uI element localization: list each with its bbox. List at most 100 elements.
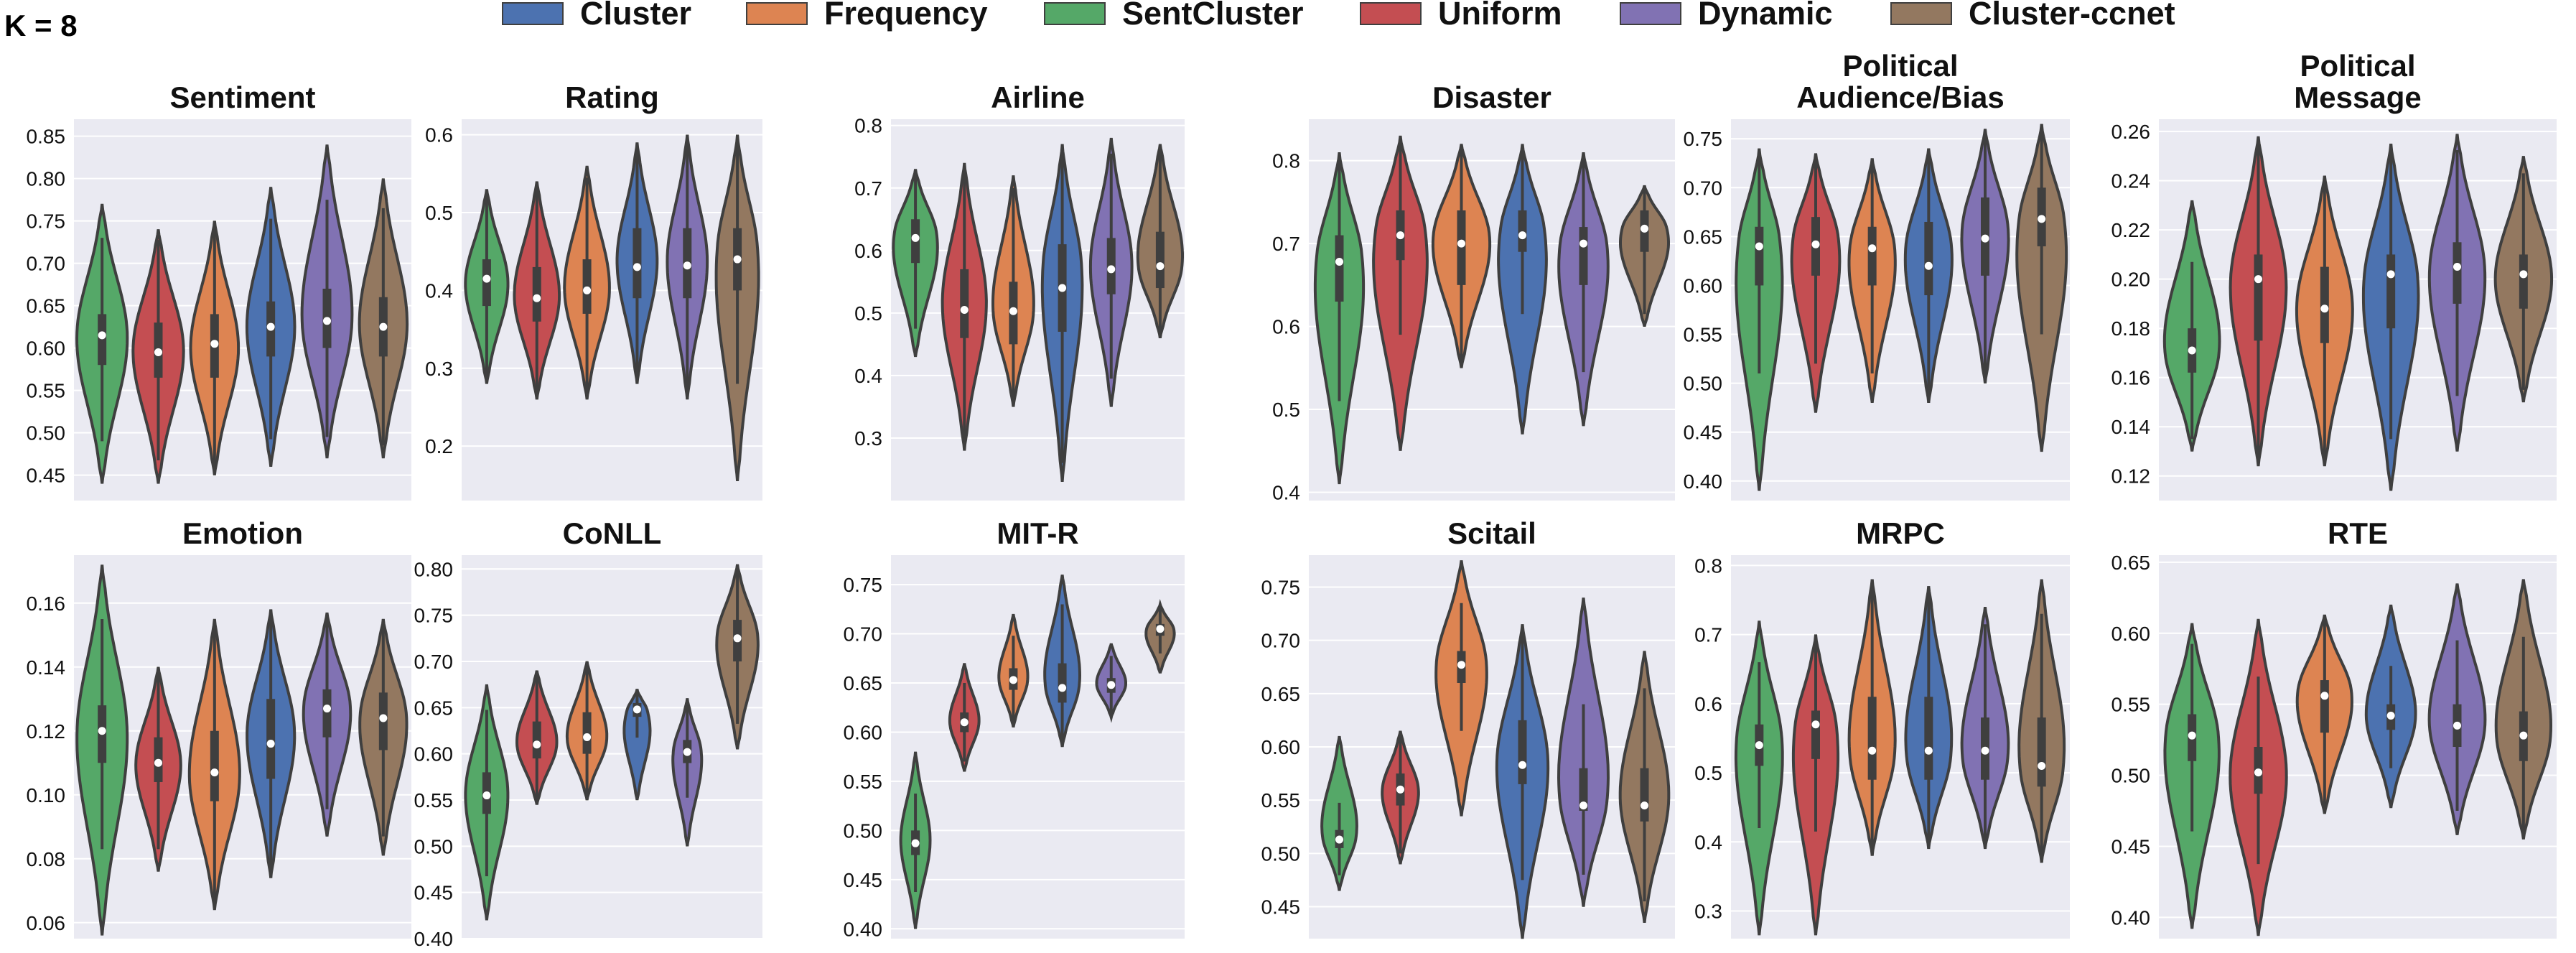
violin-dynamic [1960, 129, 2010, 383]
y-tick-label: 0.7 [854, 177, 882, 200]
violin-uniform [2229, 136, 2288, 467]
legend-swatch [502, 2, 564, 25]
y-tick-label: 0.70 [1261, 630, 1301, 652]
median-marker [1868, 244, 1877, 253]
y-tick-label: 0.50 [27, 422, 66, 445]
legend-item-frequency: Frequency [746, 0, 988, 32]
y-tick-label: 0.5 [1694, 762, 1722, 784]
median-marker [1457, 239, 1465, 248]
violin-uniform [1381, 730, 1420, 865]
median-marker [2320, 305, 2329, 313]
iqr-box [1155, 231, 1165, 289]
panel-disaster: 0.4 0.5 0.6 0.7 0.8 Disaster [1272, 80, 1675, 503]
y-tick-label: 0.55 [414, 789, 454, 812]
violin-cluster [246, 609, 297, 878]
y-tick-label: 0.55 [2111, 694, 2151, 716]
median-marker [1868, 746, 1877, 755]
median-marker [683, 748, 691, 756]
iqr-box [1640, 768, 1649, 822]
y-tick-label: 0.65 [1261, 683, 1301, 705]
median-marker [1811, 240, 1820, 248]
y-tick-label: 0.3 [425, 358, 453, 380]
violin-cluster [615, 142, 659, 384]
y-tick-label: 0.40 [844, 918, 883, 940]
y-tick-label: 0.8 [854, 115, 882, 137]
y-tick-label: 0.45 [1684, 422, 1723, 444]
panel-rating: 0.2 0.3 0.4 0.5 0.6 Rating [425, 80, 762, 501]
iqr-box [266, 699, 276, 779]
violin-uniform [1372, 135, 1429, 451]
median-marker [1641, 801, 1648, 810]
iqr-box [1867, 226, 1877, 286]
y-tick-label: 0.12 [2111, 465, 2151, 488]
violin-frequency [187, 618, 241, 911]
iqr-box [532, 721, 541, 759]
y-tick-label: 0.06 [27, 912, 66, 934]
y-tick-label: 0.65 [2111, 552, 2151, 574]
y-tick-label: 0.5 [854, 302, 882, 325]
median-marker [1518, 231, 1526, 240]
k-label: K = 8 [4, 9, 78, 42]
median-marker [210, 340, 219, 348]
violin-sentcluster [1734, 620, 1784, 936]
median-marker [379, 714, 388, 722]
iqr-box [1867, 697, 1877, 780]
panel-title: RTE [2328, 516, 2388, 550]
y-tick-label: 0.6 [1694, 693, 1722, 715]
median-marker [1396, 785, 1404, 794]
median-marker [1981, 746, 1989, 755]
median-marker [2386, 711, 2395, 720]
y-tick-label: 0.40 [1684, 470, 1723, 493]
panel-emotion: 0.06 0.08 0.10 0.12 0.14 0.16 Emotion [27, 516, 411, 939]
iqr-box [2037, 717, 2046, 787]
violin-dynamic [666, 134, 709, 400]
median-marker [379, 322, 388, 331]
panel-title: MIT-R [997, 516, 1078, 550]
plot-area [1731, 119, 2070, 501]
y-tick-label: 0.75 [27, 210, 66, 233]
violin-cluster-ccnet [1618, 651, 1671, 924]
legend-label: Cluster-ccnet [1969, 0, 2175, 32]
plot-area [891, 119, 1185, 501]
violin-sentcluster [75, 564, 129, 936]
legend-item-cluster-ccnet: Cluster-ccnet [1890, 0, 2175, 32]
legend-swatch [1890, 2, 1952, 25]
y-tick-label: 0.60 [844, 721, 883, 743]
median-marker [2254, 275, 2262, 284]
violin-cluster [622, 689, 652, 801]
median-marker [2386, 270, 2395, 279]
panel-scitail: 0.45 0.50 0.55 0.60 0.65 0.70 0.75 Scitail [1261, 516, 1675, 939]
violin-frequency [563, 165, 611, 400]
panel-title: CoNLL [563, 516, 662, 550]
panels: 0.45 0.50 0.55 0.60 0.65 0.70 0.75 0.80 0.85 Sent… [27, 49, 2557, 950]
median-marker [911, 839, 920, 847]
y-tick-label: 0.08 [27, 848, 66, 870]
panel-title: Political Audience/Bias [1796, 49, 2004, 114]
violin-sentcluster [1735, 148, 1784, 491]
violin-frequency [189, 220, 241, 475]
panel-title: Airline [991, 80, 1085, 114]
violin-cluster-ccnet [2494, 579, 2553, 840]
panel-title: Rating [565, 80, 659, 114]
violin-sentcluster [1313, 152, 1366, 485]
iqr-box [322, 689, 332, 738]
iqr-box [2453, 242, 2462, 304]
legend-item-uniform: Uniform [1360, 0, 1562, 32]
y-tick-label: 0.3 [854, 427, 882, 450]
violin-dynamic [302, 612, 353, 837]
y-tick-label: 0.4 [854, 365, 882, 387]
violin-uniform [513, 181, 561, 400]
median-marker [2188, 346, 2196, 355]
violin-cluster-ccnet [714, 134, 760, 482]
violin-cluster-ccnet [358, 178, 409, 459]
y-tick-label: 0.7 [1272, 233, 1300, 255]
y-tick-label: 0.4 [1272, 481, 1300, 503]
iqr-box [2320, 680, 2329, 733]
y-tick-label: 0.65 [27, 295, 66, 317]
legend-label: SentCluster [1122, 0, 1304, 32]
median-marker [154, 758, 162, 767]
legend-label: Frequency [824, 0, 988, 32]
violin-cluster [1904, 586, 1954, 850]
median-marker [1641, 224, 1648, 233]
violin-dynamic [2427, 134, 2487, 452]
